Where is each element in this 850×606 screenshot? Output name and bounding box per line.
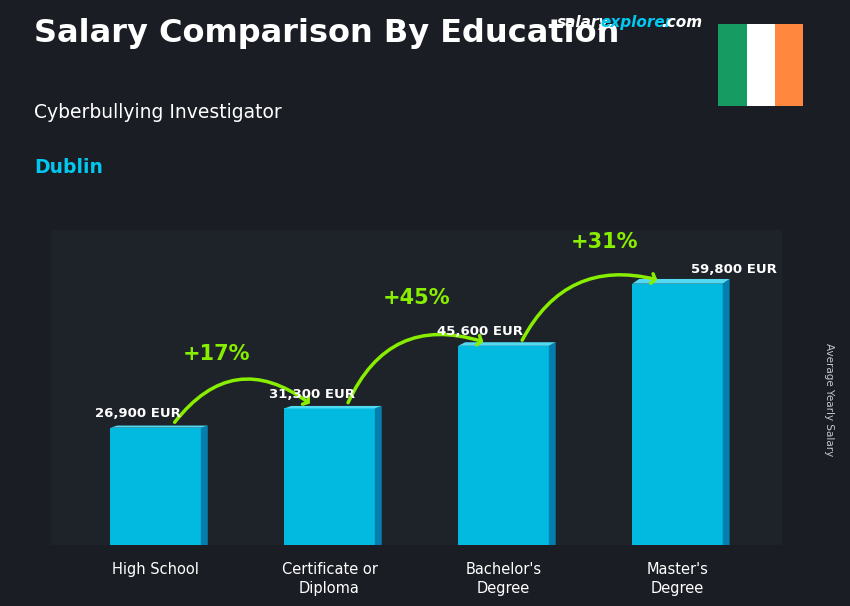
Text: Dublin: Dublin	[34, 158, 103, 176]
Text: Average Yearly Salary: Average Yearly Salary	[824, 344, 834, 456]
Bar	[775, 24, 803, 106]
Polygon shape	[284, 408, 375, 545]
Polygon shape	[375, 406, 382, 545]
Text: +45%: +45%	[382, 288, 450, 308]
Text: +31%: +31%	[570, 232, 638, 252]
Text: Cyberbullying Investigator: Cyberbullying Investigator	[34, 103, 281, 122]
Text: 31,300 EUR: 31,300 EUR	[269, 387, 354, 401]
Polygon shape	[632, 279, 729, 284]
Text: 45,600 EUR: 45,600 EUR	[438, 325, 524, 338]
Text: 59,800 EUR: 59,800 EUR	[691, 263, 777, 276]
Polygon shape	[110, 428, 201, 545]
Polygon shape	[722, 279, 729, 545]
Text: +17%: +17%	[183, 344, 250, 364]
Text: explorer: explorer	[600, 15, 672, 30]
Text: .com: .com	[661, 15, 702, 30]
Text: 26,900 EUR: 26,900 EUR	[94, 407, 180, 420]
Polygon shape	[284, 406, 382, 408]
Polygon shape	[632, 284, 722, 545]
Polygon shape	[201, 425, 207, 545]
Bar	[718, 24, 746, 106]
Text: salary: salary	[557, 15, 609, 30]
Polygon shape	[458, 346, 549, 545]
Text: Salary Comparison By Education: Salary Comparison By Education	[34, 18, 620, 49]
Polygon shape	[458, 342, 556, 346]
Polygon shape	[549, 342, 556, 545]
Polygon shape	[110, 425, 207, 428]
Bar	[746, 24, 775, 106]
